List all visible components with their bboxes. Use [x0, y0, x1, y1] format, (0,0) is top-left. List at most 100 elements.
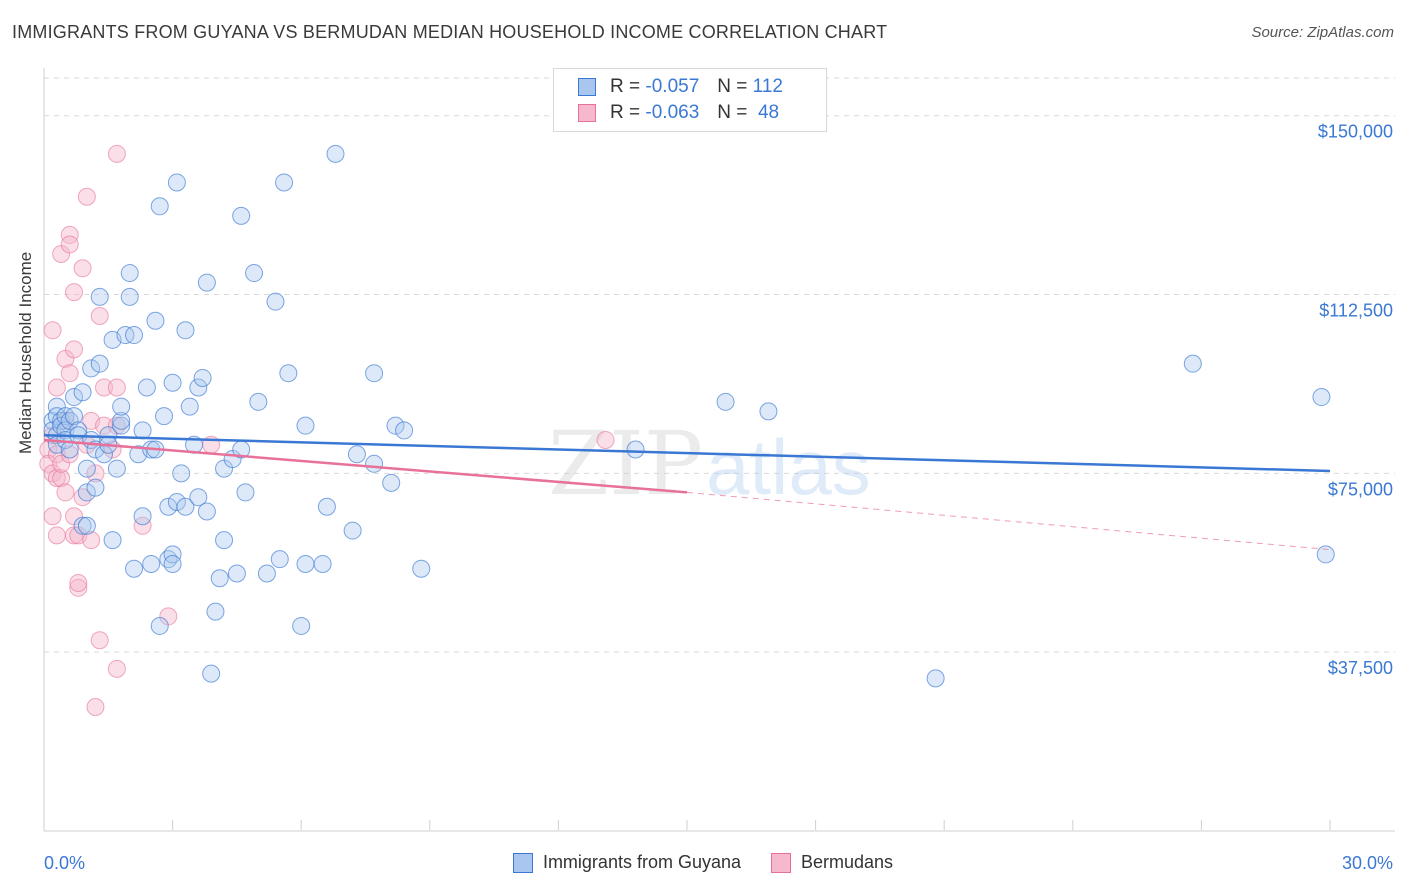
point-guyana	[1316, 545, 1335, 564]
point-guyana	[270, 550, 289, 569]
point-guyana	[120, 264, 139, 283]
point-guyana	[232, 206, 251, 225]
point-guyana	[167, 173, 186, 192]
point-guyana	[279, 364, 298, 383]
point-guyana	[73, 516, 92, 535]
point-guyana	[193, 368, 212, 387]
point-bermudans	[107, 144, 126, 163]
point-guyana	[65, 407, 84, 426]
point-guyana	[65, 388, 84, 407]
watermark-atlas: atlas	[706, 423, 871, 511]
point-guyana	[77, 483, 96, 502]
point-guyana	[275, 173, 294, 192]
trendline-guyana	[43, 433, 1331, 473]
point-guyana	[90, 354, 109, 373]
point-guyana	[296, 416, 315, 435]
point-guyana	[77, 459, 96, 478]
point-guyana	[343, 521, 362, 540]
trend-lines	[43, 433, 1331, 551]
point-guyana	[176, 321, 195, 340]
r-value: -0.057	[645, 76, 700, 97]
point-guyana	[112, 411, 131, 430]
watermark: ZIP atlas	[548, 412, 871, 515]
r-label: R =	[610, 76, 641, 97]
legend-swatch-blue	[512, 852, 533, 873]
point-guyana	[163, 373, 182, 392]
point-bermudans	[82, 531, 101, 550]
point-guyana	[189, 488, 208, 507]
point-guyana	[716, 392, 735, 411]
x-tick-label-min: 0.0%	[44, 853, 85, 873]
y-tick-label: $37,500	[1328, 658, 1393, 678]
point-guyana	[326, 144, 345, 163]
n-value: 112	[752, 76, 783, 97]
stats-legend: R = -0.057 N = 112 R = -0.063 N = 48	[553, 68, 827, 132]
legend-row-guyana: R = -0.057 N = 112	[578, 75, 783, 99]
y-tick-label: $75,000	[1328, 479, 1393, 499]
point-bermudans	[69, 578, 88, 597]
point-guyana	[202, 664, 221, 683]
point-guyana	[125, 559, 144, 578]
watermark-zip: ZIP	[548, 412, 703, 515]
point-bermudans	[60, 225, 79, 244]
point-guyana	[386, 416, 405, 435]
point-guyana	[189, 378, 208, 397]
y-axis-label: Median Household Income	[16, 251, 35, 454]
point-guyana	[382, 473, 401, 492]
point-guyana	[215, 531, 234, 550]
point-guyana	[120, 287, 139, 306]
point-guyana	[99, 426, 118, 445]
source-label: Source: ZipAtlas.com	[1251, 24, 1394, 41]
point-guyana	[180, 397, 199, 416]
point-guyana	[133, 421, 152, 440]
y-tick-label: $112,500	[1319, 301, 1393, 321]
point-guyana	[107, 459, 126, 478]
r-value: -0.063	[645, 102, 700, 123]
point-bermudans	[56, 483, 75, 502]
point-guyana	[227, 564, 246, 583]
point-bermudans	[60, 445, 79, 464]
n-label: N =	[717, 102, 748, 123]
point-bermudans	[596, 430, 615, 449]
point-guyana	[266, 292, 285, 311]
point-guyana	[112, 397, 131, 416]
point-guyana	[292, 616, 311, 635]
legend-label-bermudans: Bermudans	[801, 852, 894, 872]
point-guyana	[150, 197, 169, 216]
point-guyana	[347, 445, 366, 464]
y-tick-label: $150,000	[1318, 122, 1393, 142]
legend-swatch-blue	[578, 78, 596, 96]
legend-item-guyana: Immigrants from Guyana	[512, 852, 741, 873]
legend-swatch-pink	[578, 104, 596, 122]
point-guyana	[176, 497, 195, 516]
point-bermudans	[69, 574, 88, 593]
point-bermudans	[52, 469, 71, 488]
point-bermudans	[65, 340, 84, 359]
point-guyana	[69, 421, 88, 440]
point-guyana	[395, 421, 414, 440]
point-guyana	[73, 383, 92, 402]
point-bermudans	[65, 283, 84, 302]
point-guyana	[86, 478, 105, 497]
tick-labels: $37,500 $75,000 $112,500 $150,000 0.0% 30.0%	[44, 122, 1393, 873]
point-bermudans	[47, 469, 66, 488]
point-guyana	[365, 454, 384, 473]
point-guyana	[257, 564, 276, 583]
point-bermudans	[73, 259, 92, 278]
point-guyana	[77, 516, 96, 535]
series-guyana	[43, 144, 1335, 688]
point-guyana	[926, 669, 945, 688]
legend-row-bermudans: R = -0.063 N = 48	[578, 101, 779, 125]
point-guyana	[137, 378, 156, 397]
point-bermudans	[77, 187, 96, 206]
point-guyana	[245, 264, 264, 283]
point-guyana	[249, 392, 268, 411]
point-guyana	[167, 492, 186, 511]
point-bermudans	[90, 306, 109, 325]
point-guyana	[317, 497, 336, 516]
point-bermudans	[60, 364, 79, 383]
point-guyana	[1312, 388, 1331, 407]
legend-item-bermudans: Bermudans	[771, 852, 893, 873]
point-guyana	[313, 554, 332, 573]
point-bermudans	[133, 516, 152, 535]
